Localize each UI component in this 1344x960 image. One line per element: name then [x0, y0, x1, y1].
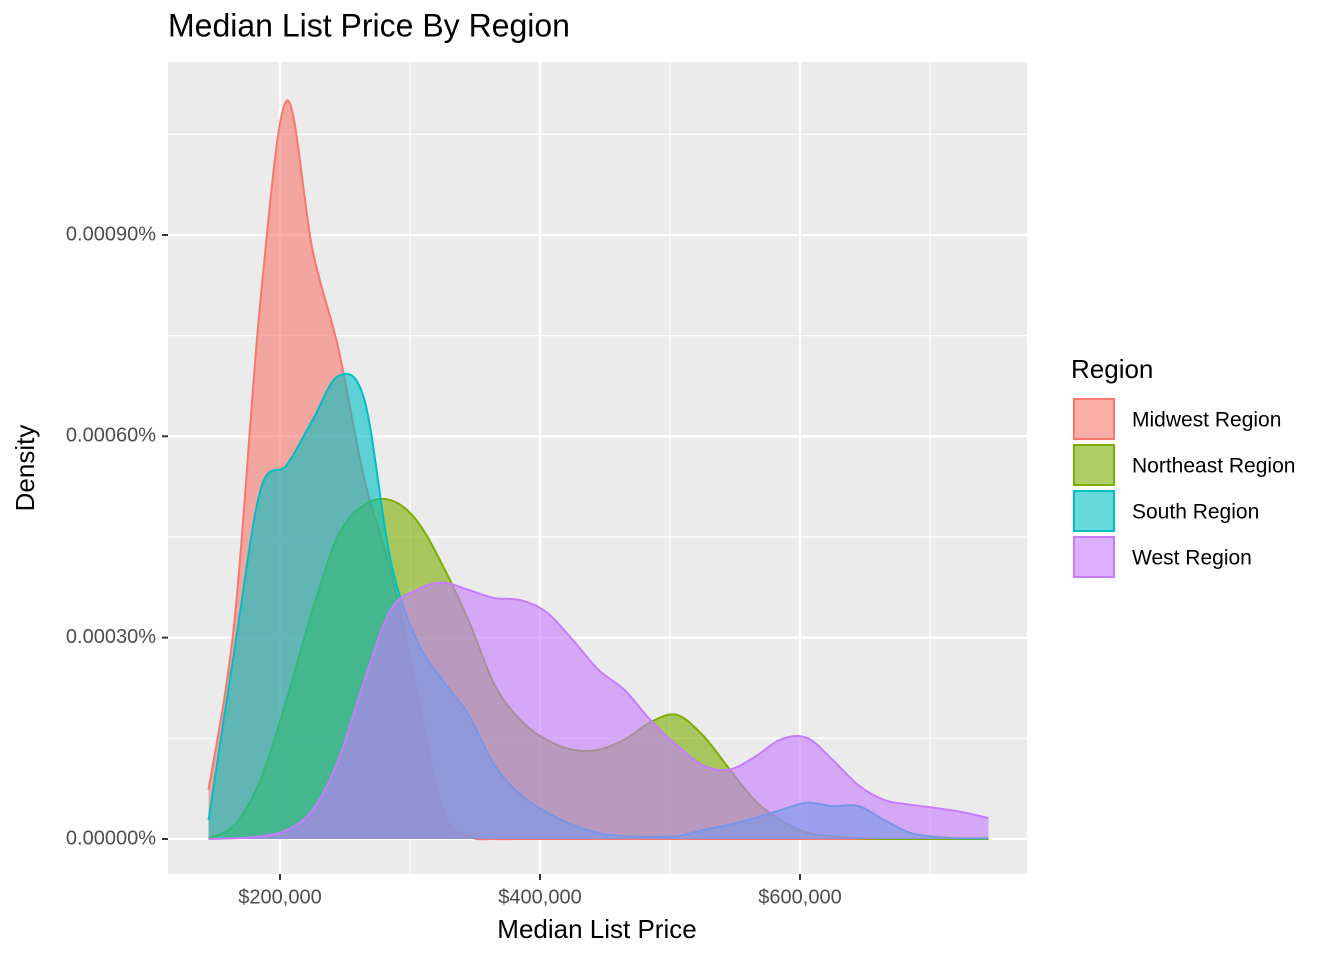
x-axis-label: Median List Price — [497, 914, 696, 944]
y-tick-label: 0.00090% — [66, 223, 156, 245]
legend-label: West Region — [1132, 547, 1252, 570]
chart-title: Median List Price By Region — [168, 7, 570, 43]
axes: $200,000 $400,000 $600,000 0.00000% 0.00030%… — [66, 223, 842, 908]
legend-label: South Region — [1132, 501, 1259, 524]
y-axis-label: Density — [10, 425, 40, 512]
y-tick-label: 0.00060% — [66, 425, 156, 447]
legend-label: Northeast Region — [1132, 455, 1295, 478]
density-line — [208, 581, 989, 840]
density-line — [207, 99, 989, 841]
legend-key — [1073, 444, 1115, 486]
legend-key — [1073, 398, 1115, 440]
y-tick-label: 0.00000% — [66, 827, 156, 849]
legend-key — [1073, 536, 1115, 578]
legend-key — [1073, 490, 1115, 532]
y-tick-label: 0.00030% — [66, 626, 156, 648]
legend-title: Region — [1071, 354, 1153, 384]
density-area — [208, 582, 989, 839]
x-tick-label: $200,000 — [238, 886, 321, 908]
x-tick-label: $400,000 — [498, 886, 581, 908]
legend: Region Midwest Region Northeast Region Sou… — [1071, 354, 1295, 578]
areas — [207, 99, 989, 841]
x-tick-label: $600,000 — [758, 886, 841, 908]
legend-label: Midwest Region — [1132, 409, 1281, 432]
